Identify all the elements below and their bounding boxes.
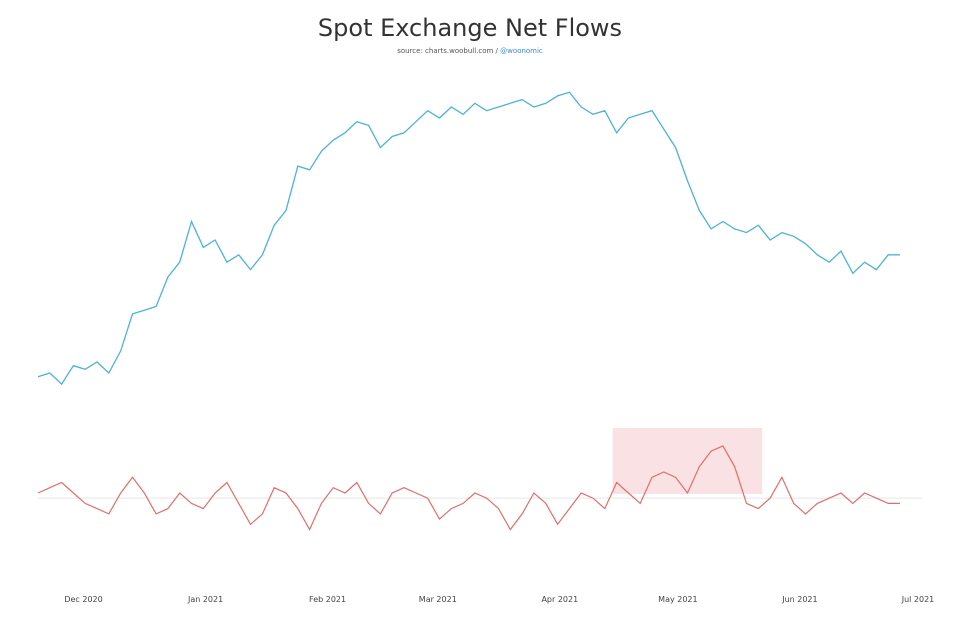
x-tick-label: Jun 2021	[781, 595, 817, 604]
x-tick-label: Jul 2021	[901, 595, 935, 604]
x-tick-label: Dec 2020	[64, 595, 102, 604]
chart-subtitle: source: charts.woobull.com / @woonomic	[0, 47, 940, 55]
x-tick-label: Jan 2021	[187, 595, 223, 604]
x-tick-label: Mar 2021	[419, 595, 457, 604]
series-line-cumulative	[37, 91, 900, 386]
source-text: source: charts.woobull.com /	[397, 47, 501, 55]
series-line-net-flow	[37, 445, 900, 531]
highlight-region	[612, 428, 763, 494]
source-handle-link[interactable]: @woonomic	[500, 47, 543, 55]
x-tick-label: Feb 2021	[309, 595, 346, 604]
chart-title: Spot Exchange Net Flows	[317, 14, 623, 42]
x-tick-label: May 2021	[658, 595, 697, 604]
x-axis-ticks: Dec 2020 Jan 2021 Feb 2021 Mar 2021 Apr 2021…	[64, 595, 934, 604]
x-tick-label: Apr 2021	[541, 595, 578, 604]
